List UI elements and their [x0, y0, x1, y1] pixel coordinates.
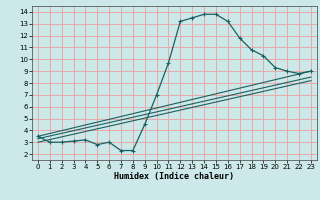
X-axis label: Humidex (Indice chaleur): Humidex (Indice chaleur) [115, 172, 234, 181]
